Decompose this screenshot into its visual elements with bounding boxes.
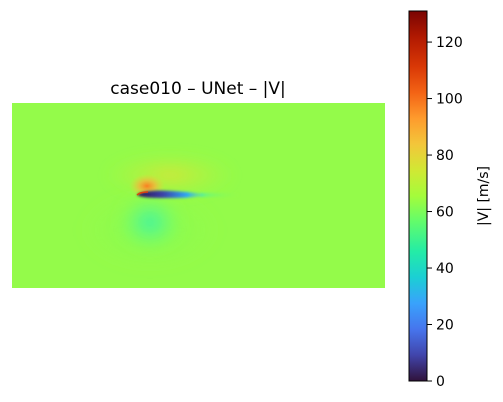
colorbar-label: |V| [m/s] <box>476 166 492 226</box>
upper-warm-region <box>105 153 235 197</box>
colorbar-tick-label: 60 <box>436 205 454 221</box>
colorbar-frame <box>408 10 428 382</box>
colorbar-tick-label: 100 <box>436 92 463 108</box>
wake-tail <box>200 193 240 197</box>
chart-title: case010 – UNet – |V| <box>110 79 286 99</box>
colorbar-tick-label: 40 <box>436 261 454 277</box>
colorbar: 0 20 40 60 80 100 120 |V| [m/s] <box>408 10 492 390</box>
colorbar-tick-label: 80 <box>436 148 454 164</box>
colorbar-gradient <box>409 11 427 381</box>
airfoil-leading-edge-band <box>136 191 149 196</box>
lower-teal-region <box>116 192 184 252</box>
colorbar-ticks: 0 20 40 60 80 100 120 <box>427 35 463 390</box>
heatmap-field <box>12 103 385 288</box>
airfoil-wake-core <box>137 190 208 198</box>
colorbar-tick-label: 20 <box>436 318 454 334</box>
colorbar-tick-label: 0 <box>436 374 445 390</box>
colorbar-tick-label: 120 <box>436 35 463 51</box>
